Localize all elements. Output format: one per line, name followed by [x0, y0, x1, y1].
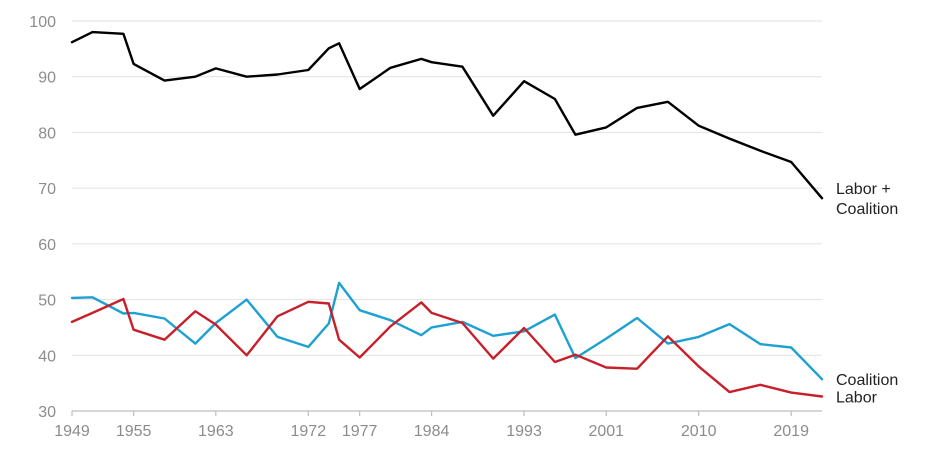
series-line-labor-coalition	[70, 30, 824, 200]
y-tick-label-60: 60	[38, 237, 56, 254]
series-line-labor	[70, 297, 824, 398]
series-line-coalition	[70, 281, 824, 381]
y-tick-label-90: 90	[38, 70, 56, 87]
x-tick-label-1972: 1972	[291, 423, 327, 440]
y-tick-label-30: 30	[38, 404, 56, 421]
y-tick-label-70: 70	[38, 181, 56, 198]
x-tick-label-1955: 1955	[116, 423, 152, 440]
y-tick-label-50: 50	[38, 293, 56, 310]
y-tick-label-40: 40	[38, 348, 56, 365]
series-lines	[70, 30, 824, 398]
end-label-labor-coalition: Labor + Coalition	[836, 181, 898, 218]
x-tick-label-1993: 1993	[506, 423, 542, 440]
gridlines	[71, 20, 822, 416]
x-tick-label-1977: 1977	[342, 423, 378, 440]
x-axis-tick-labels: 1949 1955 1963 1972 1977 1984 1993 2001 2010 2019	[54, 423, 809, 440]
x-tick-label-2001: 2001	[588, 423, 624, 440]
x-tick-label-1984: 1984	[414, 423, 450, 440]
x-tick-label-2019: 2019	[773, 423, 809, 440]
x-tick-label-1949: 1949	[54, 423, 90, 440]
end-label-coalition: Coalition	[836, 372, 898, 389]
x-tick-label-1963: 1963	[198, 423, 234, 440]
y-axis-tick-labels: 30 40 50 60 70 80 90 100	[29, 14, 56, 421]
end-label-labor: Labor	[836, 390, 878, 407]
y-tick-label-80: 80	[38, 125, 56, 142]
y-tick-label-100: 100	[29, 14, 56, 31]
x-tick-label-2010: 2010	[681, 423, 717, 440]
